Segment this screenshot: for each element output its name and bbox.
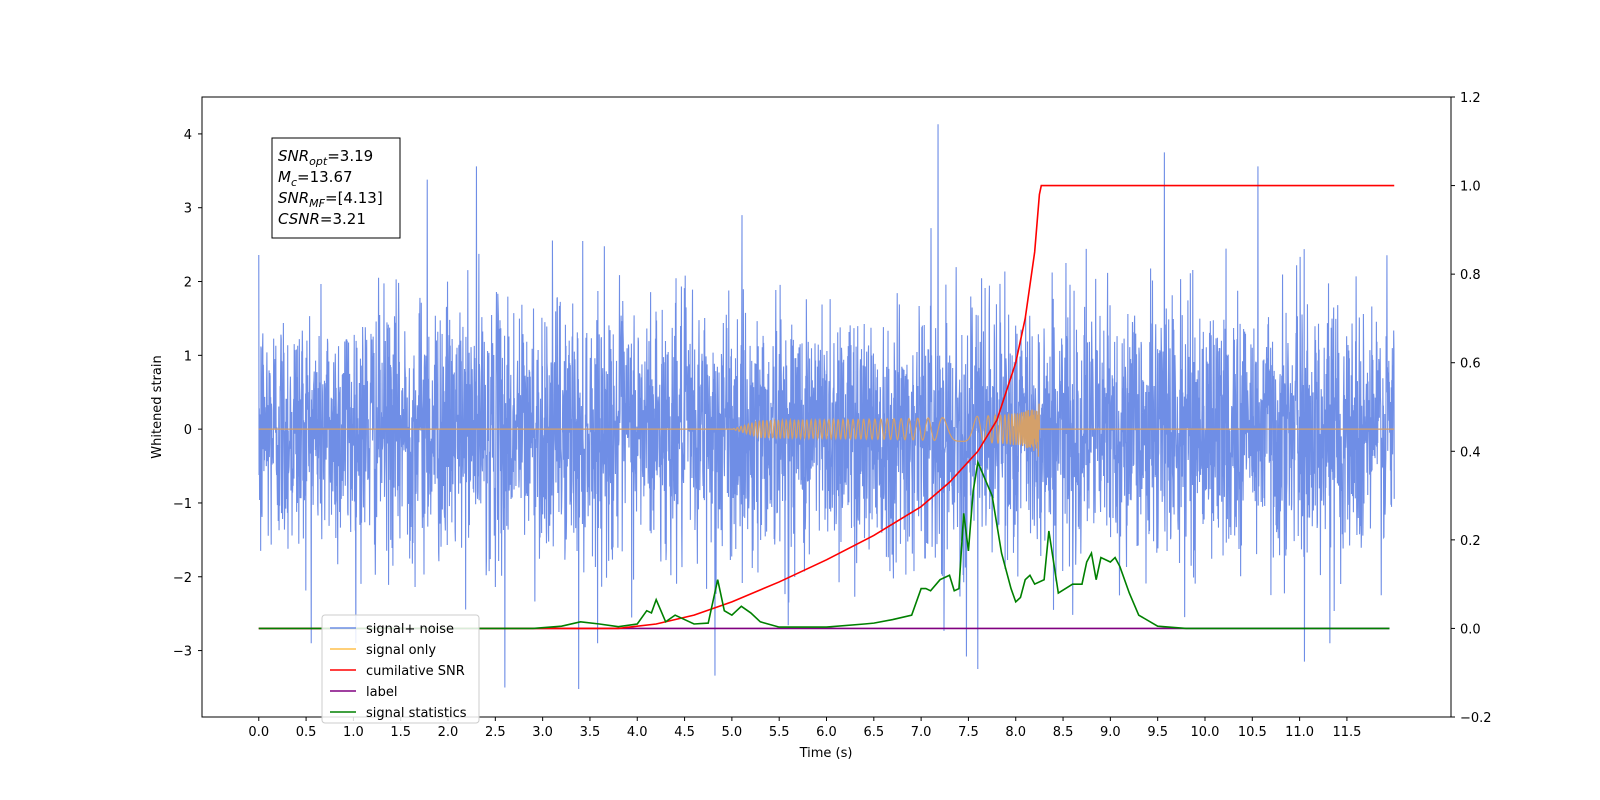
x-tick-label: 1.0 bbox=[343, 725, 364, 740]
y-tick-label: 1 bbox=[184, 349, 192, 364]
annotation-value: =3.21 bbox=[320, 210, 366, 228]
annotation-var: SNR bbox=[278, 189, 309, 207]
x-tick-label: 10.0 bbox=[1191, 725, 1220, 740]
x-tick-label: 8.0 bbox=[1005, 725, 1026, 740]
series-signal-only bbox=[258, 403, 1395, 457]
legend-entry: cumilative SNR bbox=[366, 664, 465, 679]
y2-tick-label: −0.2 bbox=[1460, 711, 1492, 726]
x-tick-label: 3.5 bbox=[580, 725, 601, 740]
x-tick-label: 5.0 bbox=[722, 725, 743, 740]
legend: signal+ noise signal only cumilative SNR la… bbox=[321, 614, 480, 724]
y-tick-label: 4 bbox=[184, 128, 192, 143]
y2-tick-label: 0.8 bbox=[1460, 268, 1481, 283]
y-tick-label: −3 bbox=[173, 645, 192, 660]
annotation-var: M bbox=[278, 168, 291, 186]
annotation-sub: MF bbox=[309, 197, 325, 210]
x-tick-label: 0.5 bbox=[296, 725, 317, 740]
x-tick-label: 4.0 bbox=[627, 725, 648, 740]
legend-entry: label bbox=[366, 685, 397, 700]
y2-tick-label: 1.0 bbox=[1460, 180, 1481, 195]
annotation-sub: c bbox=[291, 176, 297, 189]
x-tick-label: 1.5 bbox=[390, 725, 411, 740]
legend-entry: signal+ noise bbox=[366, 622, 454, 637]
y2-tick-label: 1.2 bbox=[1460, 91, 1481, 106]
plot-area bbox=[258, 124, 1395, 689]
x-axis: 0.0 0.5 1.0 1.5 2.0 2.5 3.0 3.5 4.0 4.5 5.0 5.5 6.0 6… bbox=[248, 717, 1361, 740]
x-tick-label: 11.5 bbox=[1332, 725, 1361, 740]
y-axis-label: Whitened strain bbox=[150, 355, 165, 458]
series-signal-statistics bbox=[258, 459, 1390, 630]
y-tick-label: 0 bbox=[184, 423, 192, 438]
x-tick-label: 10.5 bbox=[1238, 725, 1267, 740]
y2-tick-label: 0.2 bbox=[1460, 534, 1481, 549]
annotation-sub: opt bbox=[309, 155, 328, 168]
y2-tick-label: 0.6 bbox=[1460, 357, 1481, 372]
x-tick-label: 8.5 bbox=[1053, 725, 1074, 740]
annotation-value: =3.19 bbox=[327, 147, 373, 165]
y2-tick-label: 0.0 bbox=[1460, 622, 1481, 637]
series-signal-noise bbox=[258, 124, 1395, 689]
y-axis-left: −3 −2 −1 0 1 2 3 4 bbox=[173, 128, 202, 660]
x-tick-label: 5.5 bbox=[769, 725, 790, 740]
y-tick-label: −2 bbox=[173, 571, 192, 586]
x-tick-label: 2.0 bbox=[438, 725, 459, 740]
legend-box bbox=[321, 614, 480, 724]
x-tick-label: 4.5 bbox=[674, 725, 695, 740]
x-axis-label: Time (s) bbox=[799, 746, 853, 761]
series-cumulative-snr bbox=[258, 184, 1395, 630]
y-tick-label: 2 bbox=[184, 276, 192, 291]
y-tick-label: 3 bbox=[184, 202, 192, 217]
legend-entry: signal only bbox=[366, 643, 436, 658]
y-axis-right: −0.2 0.0 0.2 0.4 0.6 0.8 1.0 1.2 bbox=[1451, 91, 1492, 726]
y-tick-label: −1 bbox=[173, 497, 192, 512]
annotation-box: SNRopt=3.19 Mc=13.67 SNRMF=[4.13] CSNR=3.21 bbox=[271, 137, 401, 239]
annotation-value: =[4.13] bbox=[325, 189, 383, 207]
x-tick-label: 7.5 bbox=[958, 725, 979, 740]
x-tick-label: 3.0 bbox=[532, 725, 553, 740]
x-tick-label: 9.0 bbox=[1100, 725, 1121, 740]
x-tick-label: 6.0 bbox=[816, 725, 837, 740]
x-tick-label: 6.5 bbox=[863, 725, 884, 740]
x-tick-label: 2.5 bbox=[485, 725, 506, 740]
legend-entry: signal statistics bbox=[366, 706, 467, 721]
y2-tick-label: 0.4 bbox=[1460, 445, 1481, 460]
annotation-var: CSNR bbox=[278, 210, 320, 228]
x-tick-label: 9.5 bbox=[1147, 725, 1168, 740]
x-tick-label: 11.0 bbox=[1285, 725, 1314, 740]
annotation-value: =13.67 bbox=[297, 168, 353, 186]
x-tick-label: 0.0 bbox=[248, 725, 269, 740]
annotation-var: SNR bbox=[278, 147, 309, 165]
x-tick-label: 7.0 bbox=[911, 725, 932, 740]
